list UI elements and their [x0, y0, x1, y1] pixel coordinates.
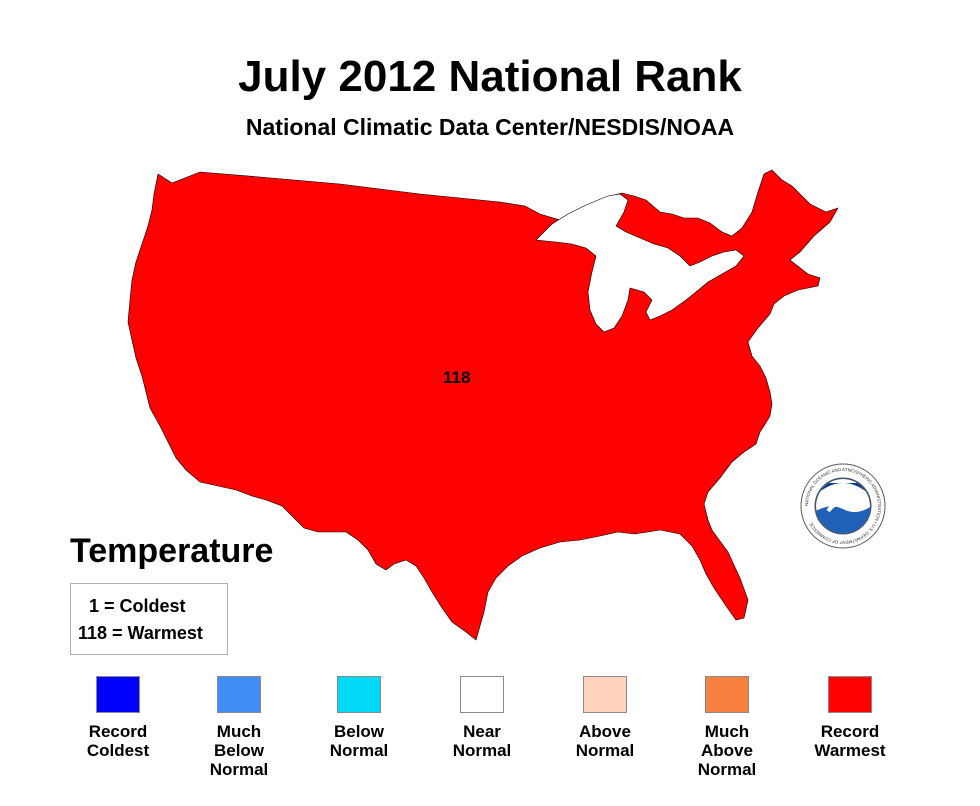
rank-key-box: 1 = Coldest 118 = Warmest — [70, 583, 228, 655]
legend-label: Record Warmest — [814, 722, 886, 760]
legend-item: Record Warmest — [790, 676, 910, 760]
key-coldest: 1 = Coldest — [89, 596, 186, 616]
legend-item: Below Normal — [299, 676, 419, 760]
legend-label: Much Below Normal — [209, 722, 269, 779]
legend-label: Below Normal — [329, 722, 389, 760]
great-lakes — [535, 193, 745, 333]
legend-item: Much Above Normal — [667, 676, 787, 779]
map-subtitle: National Climatic Data Center/NESDIS/NOA… — [245, 114, 735, 140]
legend-swatch — [217, 676, 261, 713]
legend-label: Much Above Normal — [697, 722, 757, 779]
noaa-logo-icon: NOAA NATIONAL OCEANIC AND ATMOSPHERIC AD… — [800, 463, 886, 549]
legend-label: Above Normal — [575, 722, 635, 760]
legend-item: Record Coldest — [58, 676, 178, 760]
map-title: July 2012 National Rank — [238, 52, 742, 101]
legend-swatch — [583, 676, 627, 713]
legend-swatch — [705, 676, 749, 713]
rank-value-label: 118 — [443, 368, 471, 387]
noaa-logo-text: NOAA — [828, 486, 857, 497]
legend-swatch — [337, 676, 381, 713]
legend-swatch — [460, 676, 504, 713]
temperature-heading: Temperature — [70, 532, 274, 570]
legend-item: Above Normal — [545, 676, 665, 760]
legend-item: Near Normal — [422, 676, 542, 760]
key-warmest: 118 = Warmest — [78, 623, 203, 643]
legend-swatch — [96, 676, 140, 713]
legend-label: Near Normal — [452, 722, 512, 760]
legend-item: Much Below Normal — [179, 676, 299, 779]
legend-swatch — [828, 676, 872, 713]
legend-label: Record Coldest — [86, 722, 150, 760]
